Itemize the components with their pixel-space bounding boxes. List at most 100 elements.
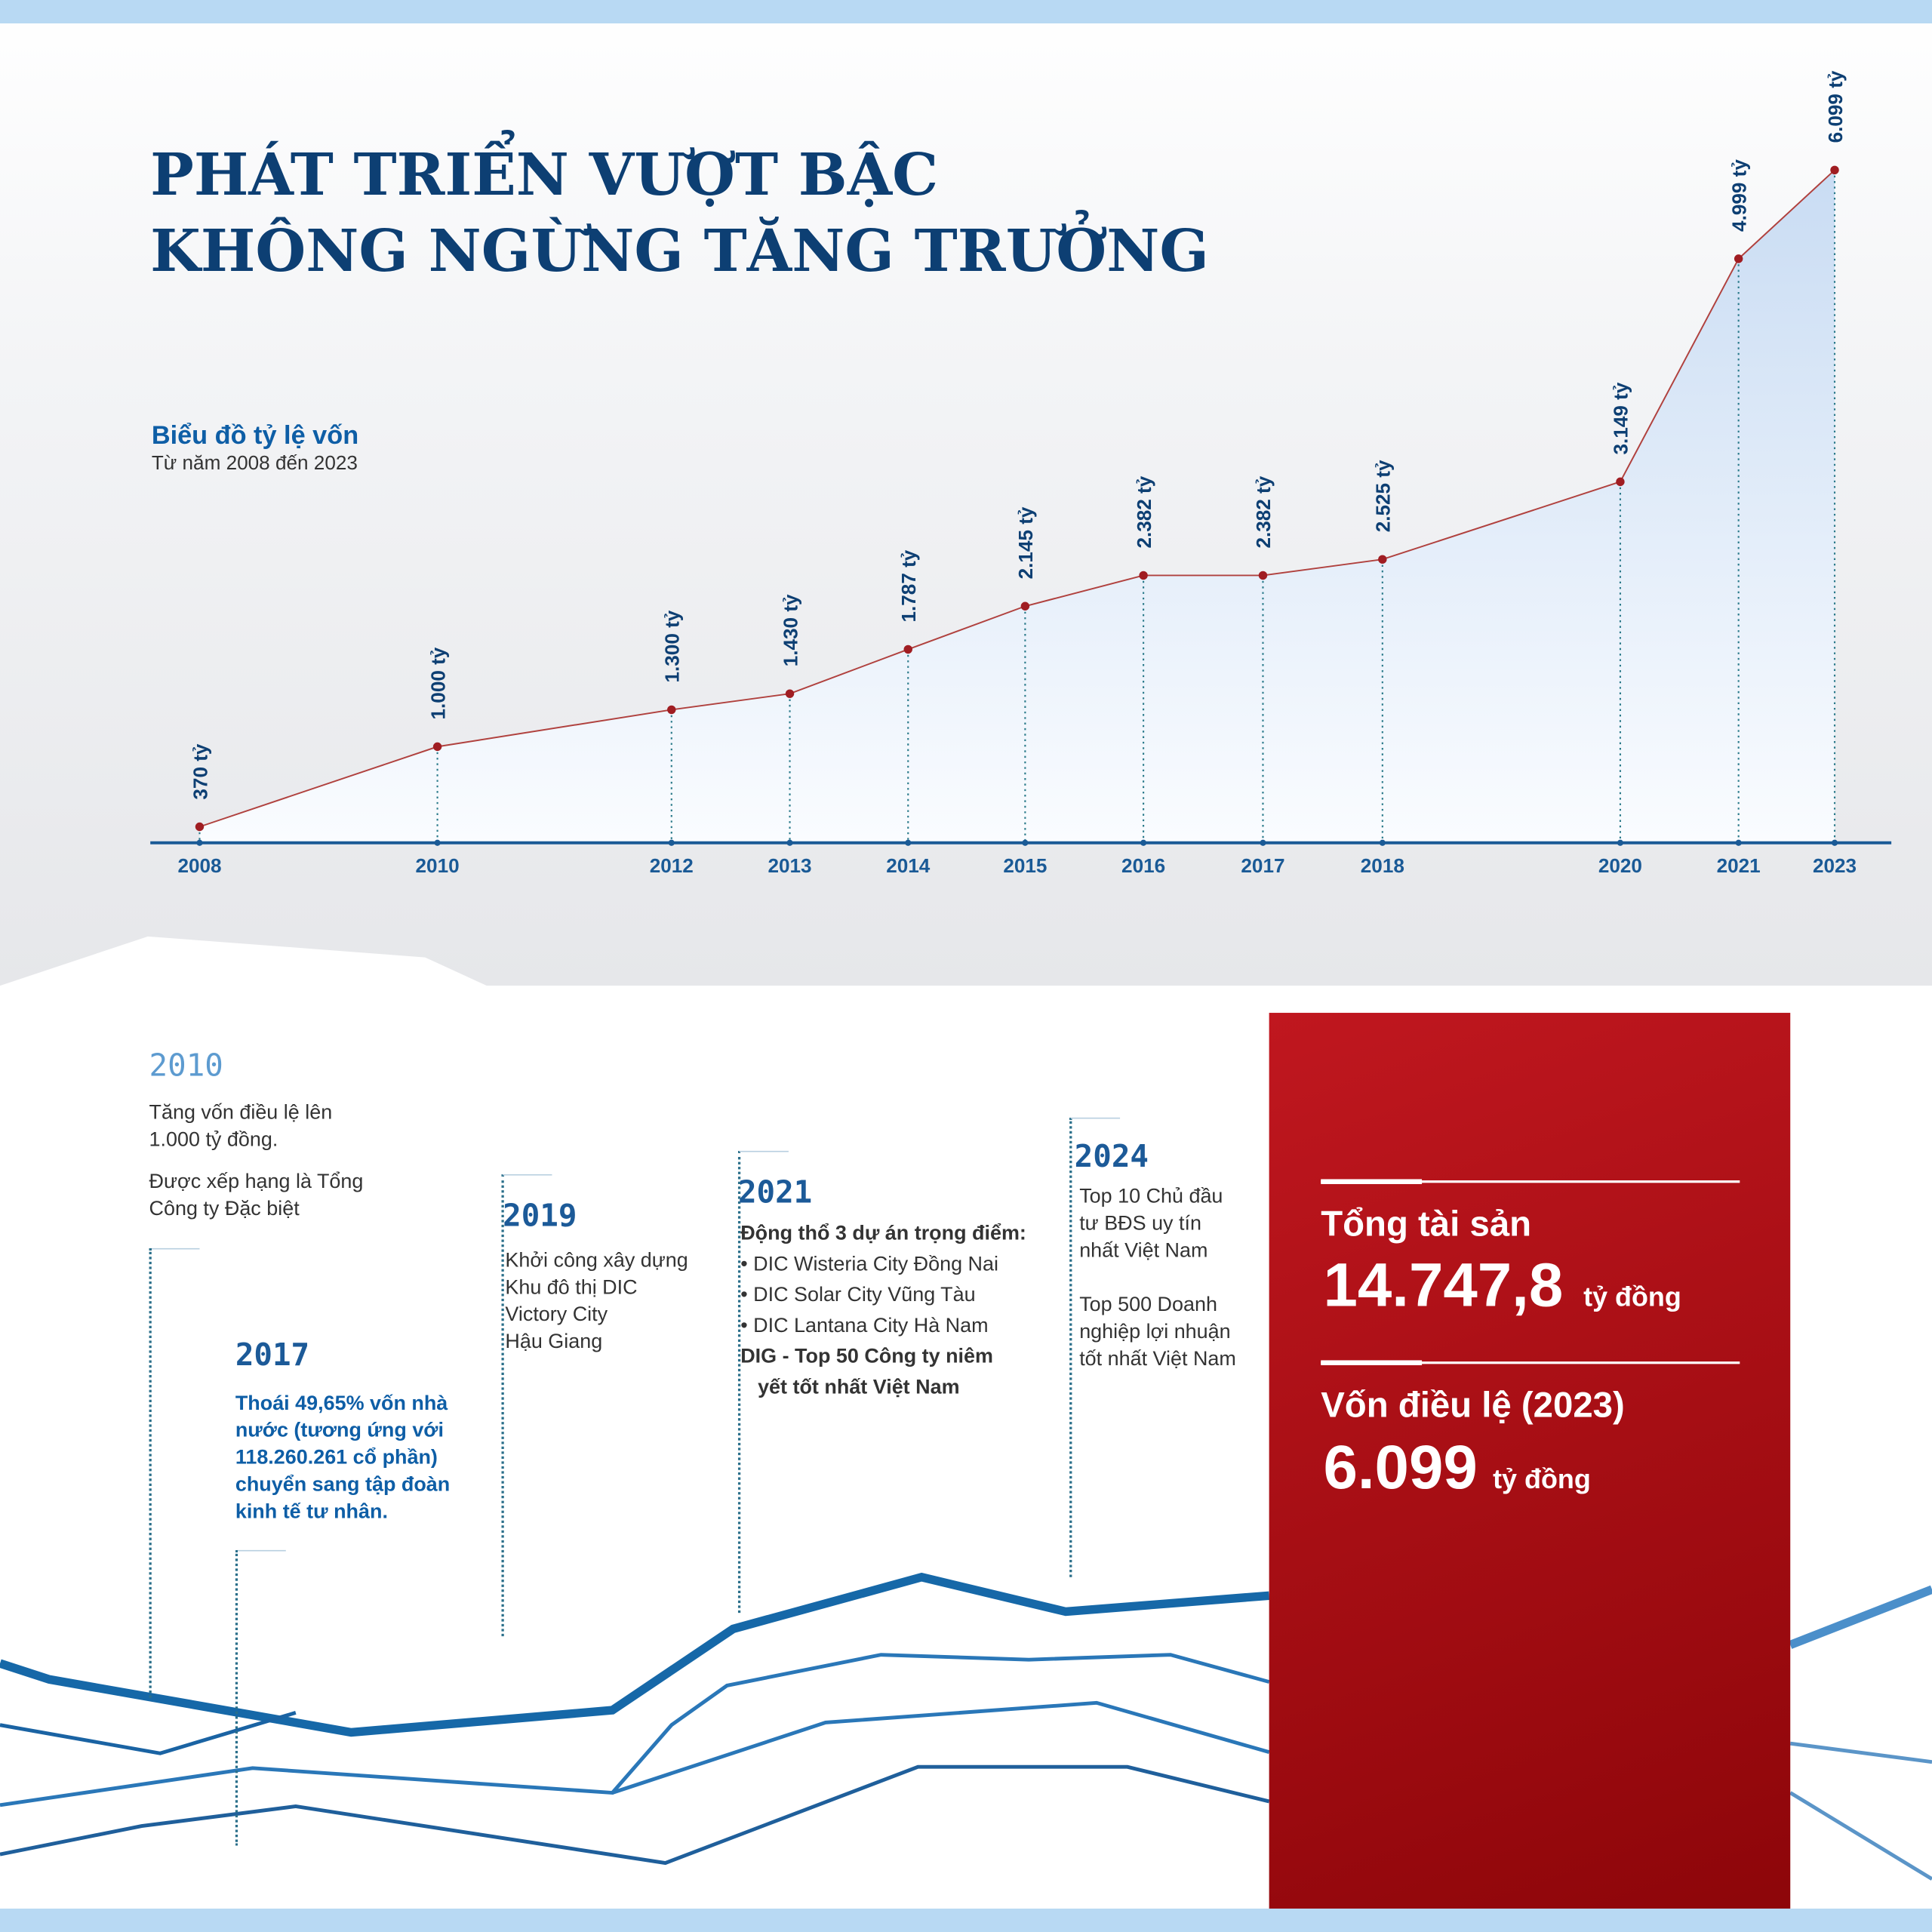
axis-tick bbox=[1379, 839, 1386, 846]
text-line: Khởi công xây dựng bbox=[505, 1249, 688, 1272]
timeline-2024-text: Top 10 Chủ đầu tư BĐS uy tín nhất Việt N… bbox=[1079, 1183, 1236, 1372]
x-tick-label: 2008 bbox=[177, 854, 221, 877]
data-point bbox=[1258, 571, 1268, 580]
data-label: 2.382 tỷ bbox=[1252, 475, 1275, 548]
data-point bbox=[1020, 601, 1030, 611]
timeline-connector bbox=[149, 1247, 152, 1698]
text-line: tốt nhất Việt Nam bbox=[1079, 1348, 1236, 1371]
stats-panel: Tổng tài sản 14.747,8 tỷ đồng Vốn điều l… bbox=[1269, 1013, 1791, 1932]
timeline-2010-text: Tăng vốn điều lệ lên 1.000 tỷ đồng. Được… bbox=[149, 1099, 364, 1222]
text-line: • DIC Lantana City Hà Nam bbox=[740, 1315, 989, 1337]
timeline-connector bbox=[1069, 1117, 1072, 1577]
axis-tick bbox=[196, 839, 203, 846]
data-label: 3.149 tỷ bbox=[1610, 382, 1632, 454]
data-point bbox=[1734, 254, 1743, 263]
text-line: nước (tương ứng với bbox=[235, 1419, 444, 1442]
data-point bbox=[1139, 571, 1148, 580]
text-line: 118.260.261 cổ phần) bbox=[235, 1446, 438, 1469]
text-line: Hậu Giang bbox=[505, 1331, 603, 1353]
timeline-2017-text: Thoái 49,65% vốn nhà nước (tương ứng với… bbox=[235, 1390, 450, 1526]
axis-tick bbox=[1735, 839, 1742, 846]
x-tick-label: 2012 bbox=[650, 854, 694, 877]
axis-tick bbox=[1022, 839, 1029, 846]
data-point bbox=[195, 822, 205, 832]
divider bbox=[1321, 1179, 1740, 1184]
timeline-year-2010: 2010 bbox=[149, 1047, 223, 1084]
axis-tick bbox=[1260, 839, 1266, 846]
divider bbox=[1321, 1360, 1740, 1365]
timeline-connector bbox=[737, 1150, 741, 1614]
data-point bbox=[903, 645, 912, 654]
divider bbox=[236, 1549, 286, 1552]
data-label: 6.099 tỷ bbox=[1824, 70, 1847, 143]
divider bbox=[1070, 1117, 1121, 1119]
text-line: nhất Việt Nam bbox=[1079, 1239, 1208, 1262]
chart-title: Biểu đồ tỷ lệ vốn bbox=[151, 421, 359, 450]
data-point bbox=[667, 705, 676, 715]
text-line: 1.000 tỷ đồng. bbox=[149, 1128, 278, 1151]
x-tick-label: 2013 bbox=[768, 854, 811, 877]
text-line: • DIC Wisteria City Đồng Nai bbox=[740, 1253, 998, 1275]
axis-tick bbox=[1617, 839, 1624, 846]
timeline-year-2021: 2021 bbox=[737, 1174, 813, 1211]
axis-tick bbox=[1140, 839, 1147, 846]
charter-capital-label: Vốn điều lệ (2023) bbox=[1321, 1386, 1625, 1426]
top-band bbox=[0, 0, 1932, 24]
x-tick-label: 2023 bbox=[1813, 854, 1857, 877]
divider bbox=[150, 1247, 200, 1250]
data-point bbox=[1378, 555, 1387, 564]
timeline-2021-text: Động thổ 3 dự án trọng điểm: • DIC Wiste… bbox=[740, 1219, 1026, 1404]
timeline-2019-text: Khởi công xây dựng Khu đô thị DIC Victor… bbox=[505, 1247, 688, 1355]
data-point bbox=[432, 742, 442, 752]
data-label: 2.525 tỷ bbox=[1372, 460, 1395, 532]
x-tick-label: 2017 bbox=[1241, 854, 1284, 877]
text-line: Tăng vốn điều lệ lên bbox=[149, 1101, 333, 1124]
series-line bbox=[199, 169, 1835, 828]
divider bbox=[503, 1174, 552, 1176]
x-tick-label: 2010 bbox=[416, 854, 460, 877]
data-label: 370 tỷ bbox=[189, 743, 211, 800]
charter-capital-unit: tỷ đồng bbox=[1493, 1463, 1591, 1495]
bottom-band bbox=[0, 1908, 1932, 1932]
data-point bbox=[785, 689, 795, 698]
divider bbox=[739, 1150, 789, 1152]
text-line: yết tốt nhất Việt Nam bbox=[758, 1376, 960, 1399]
text-line: Victory City bbox=[505, 1303, 608, 1326]
title-line-1: PHÁT TRIỂN VƯỢT BẬC bbox=[150, 141, 939, 210]
text-line: Top 500 Doanh bbox=[1079, 1294, 1217, 1316]
axis-tick bbox=[905, 839, 912, 846]
timeline-year-2024: 2024 bbox=[1074, 1138, 1149, 1174]
title-line-2: KHÔNG NGỪNG TĂNG TRƯỞNG bbox=[150, 217, 1209, 286]
axis-tick bbox=[668, 839, 675, 846]
total-assets-value: 14.747,8 bbox=[1323, 1251, 1564, 1320]
data-label: 1.000 tỷ bbox=[426, 647, 449, 719]
charter-capital: 6.099 tỷ đồng bbox=[1323, 1432, 1590, 1503]
x-tick-label: 2016 bbox=[1121, 854, 1165, 877]
chart-area bbox=[199, 170, 1835, 843]
x-tick-label: 2018 bbox=[1361, 854, 1404, 877]
text-line: Thoái 49,65% vốn nhà bbox=[235, 1392, 448, 1415]
text-line: nghiệp lợi nhuận bbox=[1079, 1321, 1231, 1343]
data-label: 1.300 tỷ bbox=[661, 610, 684, 682]
axis-tick bbox=[786, 839, 793, 846]
axis-tick bbox=[434, 839, 441, 846]
data-label: 1.430 tỷ bbox=[779, 594, 801, 666]
timeline-year-2017: 2017 bbox=[235, 1337, 310, 1373]
text-line: DIG - Top 50 Công ty niêm bbox=[740, 1345, 993, 1368]
data-label: 1.787 tỷ bbox=[897, 549, 920, 622]
text-line: • DIC Solar City Vũng Tàu bbox=[740, 1284, 976, 1306]
axis-tick bbox=[1831, 839, 1838, 846]
data-point bbox=[1830, 165, 1839, 175]
x-tick-label: 2021 bbox=[1717, 854, 1761, 877]
data-label: 2.145 tỷ bbox=[1014, 506, 1037, 579]
total-assets: 14.747,8 tỷ đồng bbox=[1323, 1250, 1681, 1321]
x-tick-label: 2015 bbox=[1003, 854, 1047, 877]
text-line: Top 10 Chủ đầu bbox=[1079, 1185, 1223, 1208]
x-tick-label: 2014 bbox=[886, 854, 931, 877]
data-label: 2.382 tỷ bbox=[1133, 475, 1155, 548]
page-title: PHÁT TRIỂN VƯỢT BẬC KHÔNG NGỪNG TĂNG TRƯ… bbox=[150, 138, 1209, 291]
text-line: Được xếp hạng là Tổng bbox=[149, 1171, 364, 1193]
total-assets-label: Tổng tài sản bbox=[1321, 1204, 1532, 1244]
text-line: kinh tế tư nhân. bbox=[235, 1500, 388, 1523]
